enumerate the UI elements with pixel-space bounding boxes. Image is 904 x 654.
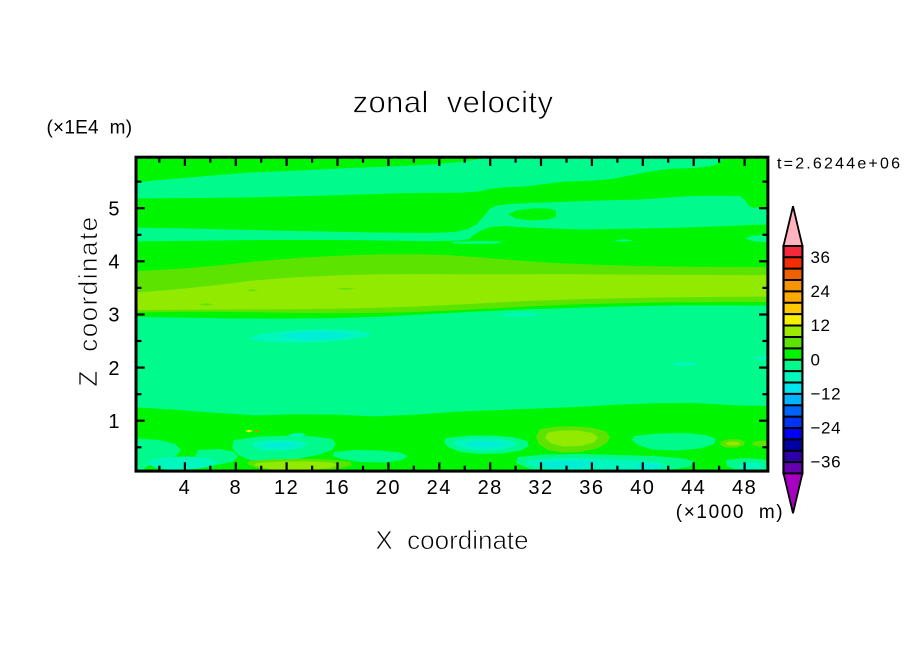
svg-text:36: 36: [579, 477, 604, 499]
svg-text:3: 3: [108, 305, 121, 327]
svg-text:44: 44: [681, 477, 706, 499]
svg-text:(×1000 m): (×1000 m): [676, 502, 784, 523]
svg-text:8: 8: [229, 477, 242, 499]
svg-text:0: 0: [811, 350, 821, 369]
svg-text:36: 36: [811, 248, 831, 267]
svg-text:24: 24: [811, 282, 831, 301]
svg-text:12: 12: [811, 316, 831, 335]
svg-text:20: 20: [376, 477, 401, 499]
svg-text:40: 40: [630, 477, 655, 499]
svg-text:32: 32: [528, 477, 553, 499]
svg-text:1: 1: [108, 411, 121, 433]
svg-text:−24: −24: [811, 419, 842, 438]
svg-text:28: 28: [478, 477, 503, 499]
svg-text:24: 24: [427, 477, 452, 499]
svg-text:12: 12: [274, 477, 299, 499]
svg-text:5: 5: [108, 198, 121, 220]
svg-text:2: 2: [108, 358, 121, 380]
svg-text:−36: −36: [811, 453, 842, 472]
svg-text:t=2.6244e+06: t=2.6244e+06: [777, 156, 902, 173]
svg-text:48: 48: [732, 477, 757, 499]
svg-text:X coordinate: X coordinate: [375, 525, 528, 555]
svg-text:(×1E4 m): (×1E4 m): [47, 118, 133, 139]
svg-text:16: 16: [325, 477, 350, 499]
svg-text:−12: −12: [811, 384, 842, 403]
svg-text:Z coordinate: Z coordinate: [73, 215, 103, 386]
svg-text:4: 4: [108, 252, 121, 274]
svg-text:4: 4: [179, 477, 192, 499]
svg-text:zonal velocity: zonal velocity: [353, 85, 554, 120]
